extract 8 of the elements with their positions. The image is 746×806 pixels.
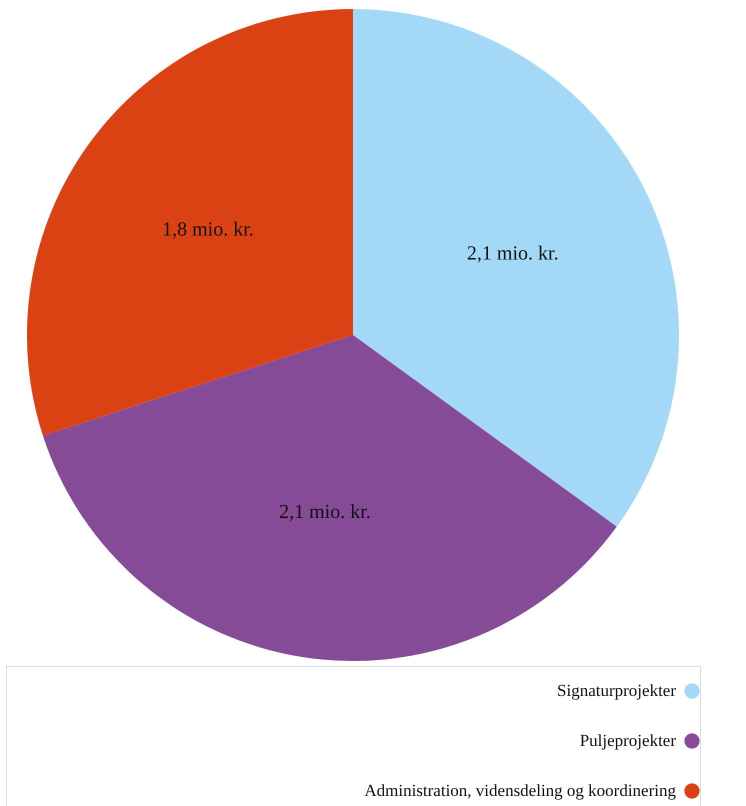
data-label: 1,8 mio. kr. [162, 218, 254, 241]
legend-label: Administration, vidensdeling og koordinering [364, 781, 676, 800]
legend-label: Signaturprojekter [557, 681, 676, 700]
data-label: 2,1 mio. kr. [466, 242, 559, 265]
pie-slice [42, 335, 617, 661]
legend-label: Puljeprojekter [580, 731, 676, 750]
pie-slice [28, 9, 353, 436]
data-label: 2,1 mio. kr. [279, 501, 371, 524]
